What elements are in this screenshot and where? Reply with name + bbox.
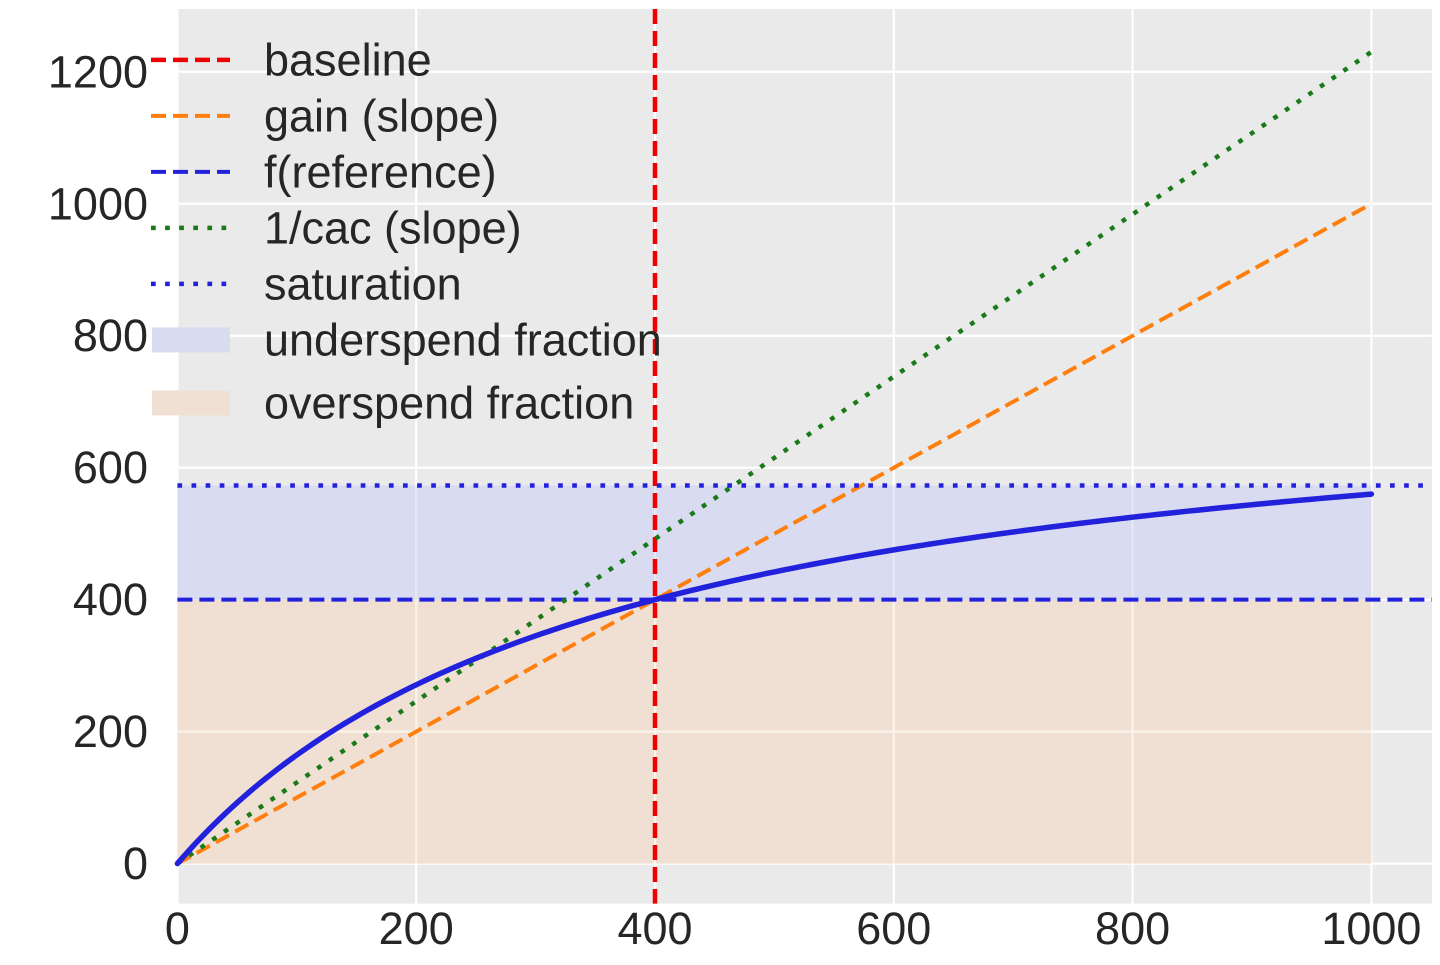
svg-text:1000: 1000 [1321,903,1421,954]
svg-text:gain (slope): gain (slope) [264,90,499,141]
svg-text:0: 0 [123,838,148,889]
svg-text:baseline: baseline [264,34,432,85]
svg-text:1/cac (slope): 1/cac (slope) [264,202,522,253]
svg-text:underspend fraction: underspend fraction [264,314,662,365]
svg-text:saturation: saturation [264,258,462,309]
svg-text:800: 800 [73,310,148,361]
svg-text:400: 400 [73,574,148,625]
svg-text:1200: 1200 [48,46,148,97]
svg-text:200: 200 [73,706,148,757]
svg-text:600: 600 [73,442,148,493]
svg-text:1000: 1000 [48,178,148,229]
svg-text:400: 400 [617,903,692,954]
svg-text:f(reference): f(reference) [264,146,497,197]
svg-text:200: 200 [379,903,454,954]
svg-text:overspend fraction: overspend fraction [264,377,634,428]
svg-text:800: 800 [1095,903,1170,954]
svg-text:600: 600 [856,903,931,954]
svg-text:0: 0 [165,903,190,954]
